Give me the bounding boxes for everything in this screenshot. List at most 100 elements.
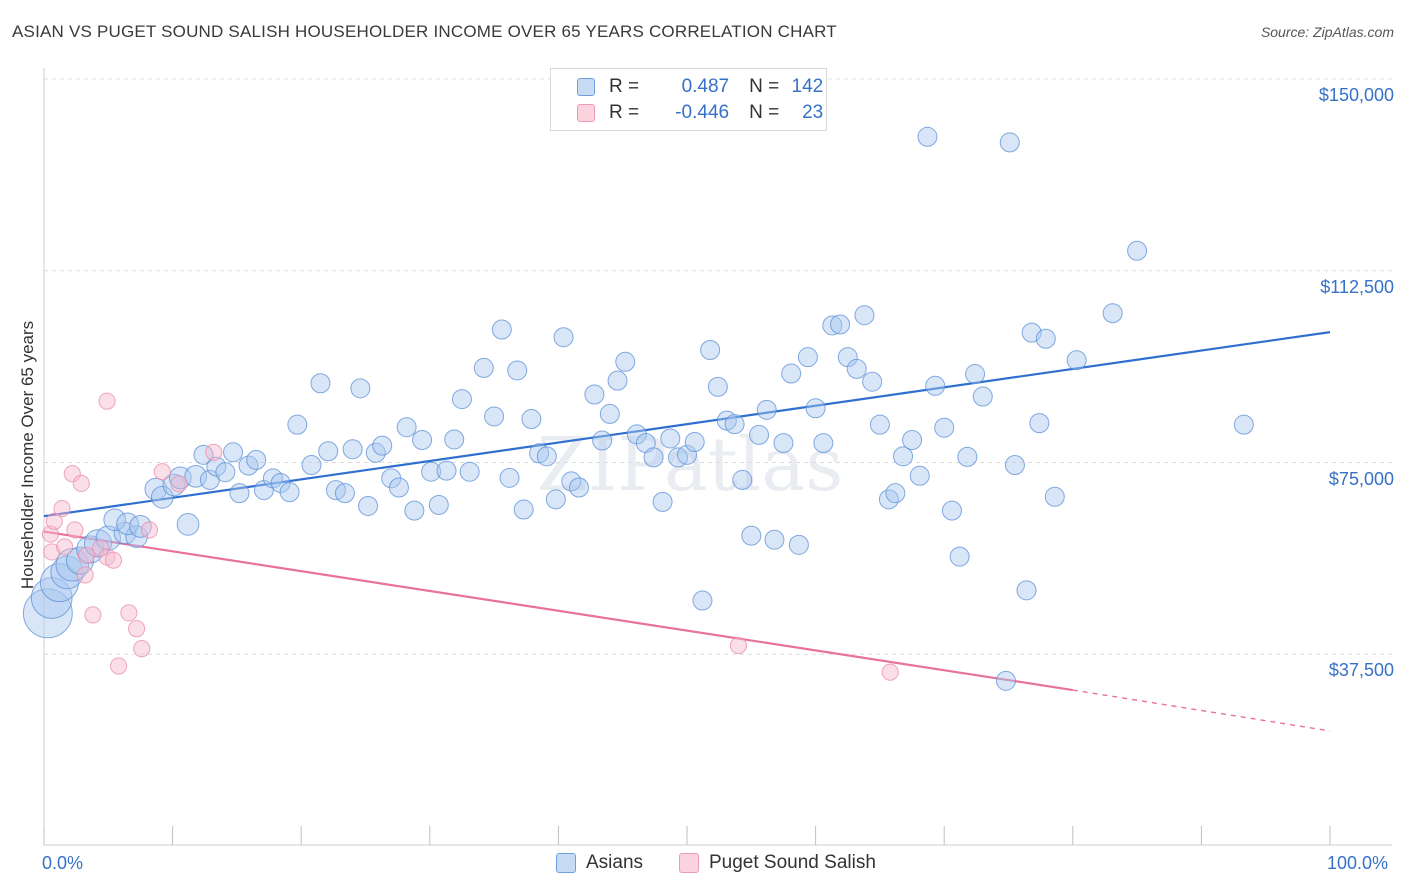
point-asians <box>822 315 843 336</box>
trend-lines <box>43 331 1331 732</box>
point-puget-sound-salish <box>41 525 60 543</box>
point-puget-sound-salish <box>43 543 61 561</box>
point-asians <box>749 424 770 445</box>
bottom-legend-label-salish: Puget Sound Salish <box>709 852 876 873</box>
axes <box>43 68 1392 846</box>
point-asians <box>1127 240 1148 261</box>
point-asians <box>39 563 79 603</box>
point-asians <box>22 588 73 639</box>
point-asians <box>334 483 355 504</box>
series-puget-sound-salish <box>41 392 899 681</box>
point-asians <box>830 314 851 335</box>
point-asians <box>1004 455 1025 476</box>
point-asians <box>553 327 574 348</box>
point-puget-sound-salish <box>104 551 123 569</box>
bottom-legend-swatch-salish <box>679 853 699 873</box>
point-asians <box>957 446 978 467</box>
trend-line-asians <box>43 331 1331 518</box>
source-label: Source: ZipAtlas.com <box>1260 24 1394 40</box>
point-puget-sound-salish <box>153 463 171 481</box>
point-asians <box>700 340 721 361</box>
point-asians <box>862 371 883 392</box>
bottom-legend-asians[interactable]: Asians <box>556 852 643 874</box>
point-asians <box>660 428 681 449</box>
trend-line-puget-sound-salish <box>43 530 1073 692</box>
point-puget-sound-salish <box>729 636 748 655</box>
point-puget-sound-salish <box>72 474 90 493</box>
point-asians <box>878 489 899 510</box>
point-asians <box>732 469 753 490</box>
point-asians <box>184 464 208 488</box>
point-asians <box>459 461 480 482</box>
point-puget-sound-salish <box>56 538 74 556</box>
point-asians <box>965 364 986 385</box>
point-asians <box>246 449 267 470</box>
point-asians <box>396 417 417 438</box>
point-asians <box>484 406 505 427</box>
point-asians <box>643 447 664 468</box>
y-tick-label: $112,500 <box>1320 276 1394 297</box>
point-asians <box>1102 303 1123 324</box>
y-tick-label: $75,000 <box>1328 468 1394 489</box>
point-asians <box>507 360 528 381</box>
point-asians <box>1016 580 1037 601</box>
point-asians <box>176 513 200 536</box>
point-asians <box>521 409 542 430</box>
point-asians <box>428 494 449 515</box>
point-puget-sound-salish <box>77 546 96 565</box>
point-asians <box>756 399 777 420</box>
point-asians <box>412 430 433 451</box>
point-asians <box>805 398 826 419</box>
series-asians <box>22 126 1254 691</box>
point-asians <box>568 477 589 498</box>
point-asians <box>342 439 363 460</box>
point-asians <box>491 319 512 340</box>
point-asians <box>1035 328 1056 349</box>
point-asians <box>584 384 605 405</box>
point-asians <box>287 414 308 435</box>
point-asians <box>150 485 174 509</box>
point-asians <box>545 489 566 510</box>
point-asians <box>909 465 930 486</box>
legend-r-label: R = <box>609 76 640 97</box>
legend-n-label: N = <box>749 76 780 97</box>
point-asians <box>215 462 236 483</box>
point-asians <box>513 499 534 520</box>
watermark: ZIPatlas <box>537 422 844 508</box>
point-asians <box>592 430 613 451</box>
point-asians <box>677 444 697 465</box>
point-asians <box>917 126 938 147</box>
grid-lines <box>44 78 1392 655</box>
point-asians <box>684 432 705 453</box>
point-asians <box>902 430 923 451</box>
point-asians <box>529 443 550 464</box>
bottom-legend-label-asians: Asians <box>586 852 644 873</box>
point-asians <box>854 305 875 326</box>
point-puget-sound-salish <box>66 521 84 539</box>
x-tick-label-min: 0.0% <box>42 853 84 873</box>
legend-row-asians: R = 0.487 N = 142 <box>577 75 823 99</box>
data-points <box>22 126 1254 691</box>
point-asians <box>764 529 785 550</box>
legend-row-salish: R = -0.446 N = 23 <box>577 101 823 125</box>
point-asians <box>473 357 494 378</box>
point-puget-sound-salish <box>205 443 223 461</box>
point-asians <box>310 373 331 394</box>
point-asians <box>972 386 993 407</box>
bottom-legend-salish[interactable]: Puget Sound Salish <box>679 852 876 874</box>
point-asians <box>995 670 1016 691</box>
legend-n-label: N = <box>749 102 780 123</box>
bottom-legend-swatch-asians <box>556 853 576 873</box>
point-puget-sound-salish <box>84 606 102 624</box>
point-puget-sound-salish <box>53 499 71 518</box>
point-asians <box>451 389 472 410</box>
point-asians <box>797 347 818 368</box>
point-puget-sound-salish <box>140 521 159 539</box>
point-asians <box>925 375 946 396</box>
point-asians <box>949 546 970 567</box>
point-puget-sound-salish <box>76 566 94 584</box>
point-asians <box>129 515 152 538</box>
correlation-legend: R = 0.487 N = 142 R = -0.446 N = 23 <box>550 68 827 131</box>
point-puget-sound-salish <box>110 657 128 675</box>
